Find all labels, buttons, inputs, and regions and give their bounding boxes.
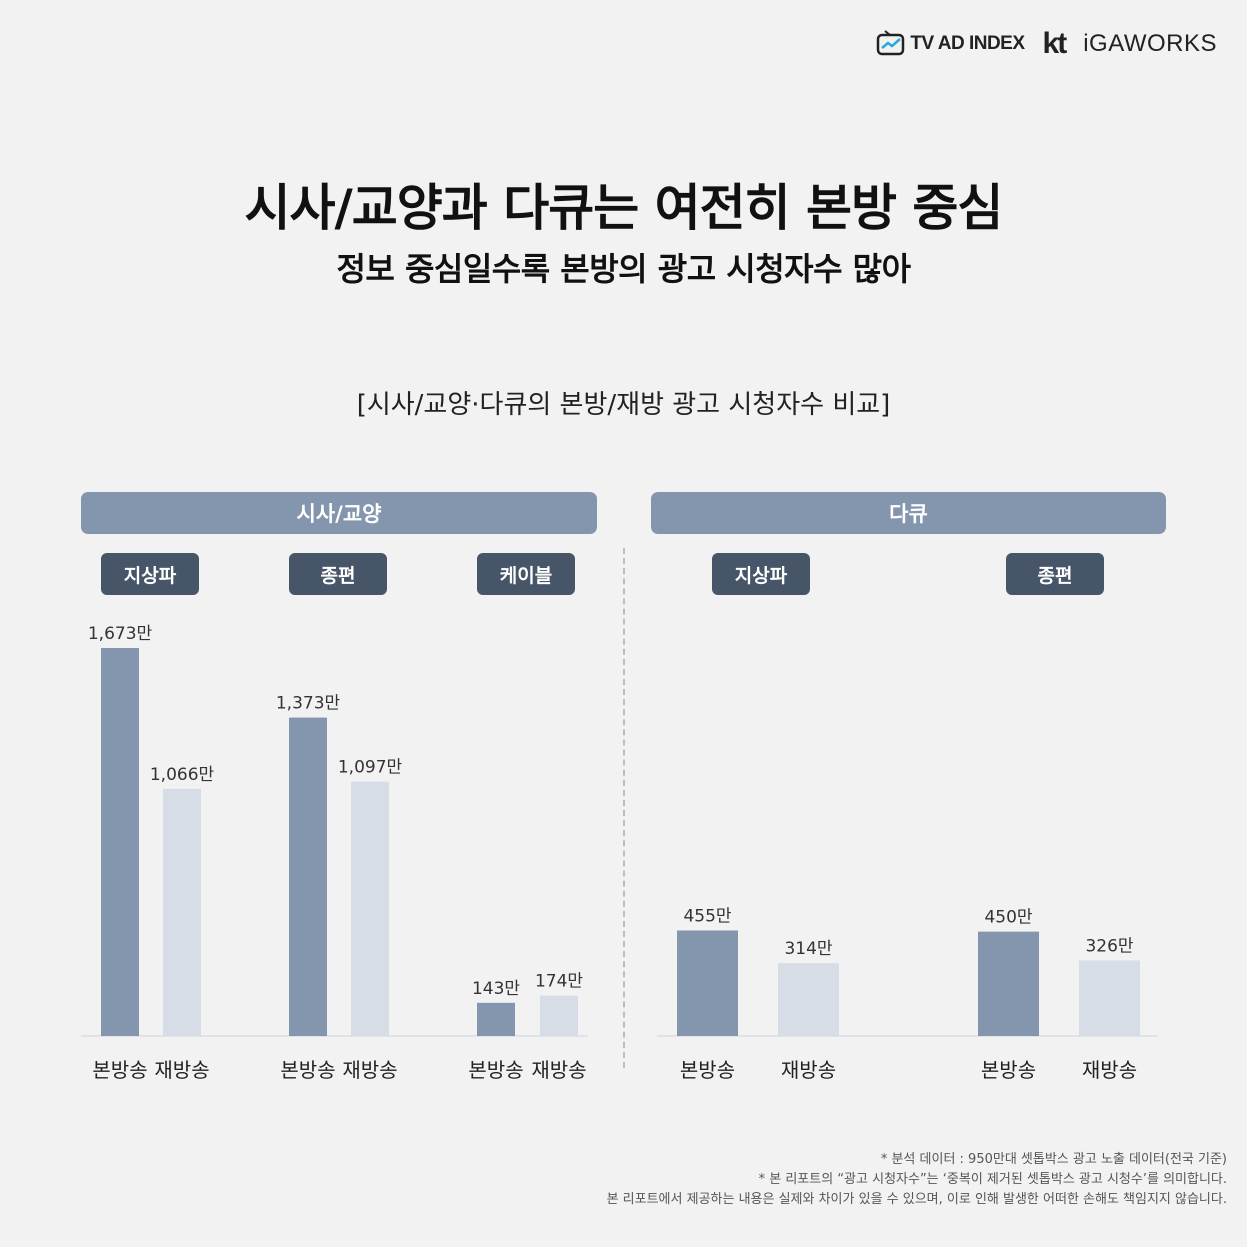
subgroup-pill-docu-comprehensive: 종편	[1006, 553, 1104, 595]
bar-1-0-live	[677, 930, 738, 1036]
bar-1-0-rerun	[778, 963, 839, 1036]
category-label-0-0-1: 재방송	[154, 1058, 209, 1082]
kt-logo: kt	[1042, 27, 1068, 61]
tv-ad-index-logo: TV AD INDEX	[876, 30, 1025, 58]
section-divider	[623, 548, 625, 1068]
bar-0-1-rerun	[351, 781, 389, 1036]
category-label-0-1-1: 재방송	[342, 1058, 397, 1082]
partner-logos: TV AD INDEX kt iGAWORKS	[876, 26, 1217, 62]
bar-0-0-rerun	[163, 788, 201, 1036]
bar-0-2-rerun	[540, 995, 578, 1036]
category-label-0-2-1: 재방송	[531, 1058, 586, 1082]
bar-0-0-live	[101, 648, 139, 1036]
tv-ad-index-text: TV AD INDEX	[910, 33, 1025, 54]
bar-1-1-live	[978, 931, 1039, 1036]
igaworks-text: iGAWORKS	[1083, 30, 1217, 57]
footnote-3: 본 리포트에서 제공하는 내용은 실제와 차이가 있을 수 있으며, 이로 인해…	[606, 1192, 1227, 1207]
data-label-1-1-0: 450만	[984, 908, 1032, 928]
kt-text: kt	[1042, 27, 1068, 60]
category-label-1-0-0: 본방송	[680, 1058, 735, 1082]
category-label-0-2-0: 본방송	[468, 1058, 523, 1082]
group-header-docu: 다큐	[651, 492, 1166, 534]
category-label-1-0-1: 재방송	[781, 1058, 836, 1082]
igaworks-logo: iGAWORKS	[1083, 30, 1217, 58]
subgroup-pill-sisa-comprehensive: 종편	[289, 553, 387, 595]
chart-title: [시사/교양·다큐의 본방/재방 광고 시청자수 비교]	[356, 390, 891, 420]
data-label-1-0-1: 314만	[784, 939, 832, 959]
data-label-0-1-1: 1,097만	[338, 758, 403, 778]
page-subtitle: 정보 중심일수록 본방의 광고 시청자수 많아	[336, 250, 911, 288]
subgroup-pill-sisa-terrestrial: 지상파	[101, 553, 199, 595]
subgroup-pill-docu-terrestrial: 지상파	[712, 553, 810, 595]
footnote-1: * 분석 데이터 : 950만대 셋톱박스 광고 노출 데이터(전국 기준)	[880, 1152, 1227, 1167]
data-label-0-0-1: 1,066만	[150, 765, 215, 785]
category-label-0-1-0: 본방송	[280, 1058, 335, 1082]
category-label-1-1-0: 본방송	[981, 1058, 1036, 1082]
page-title: 시사/교양과 다큐는 여전히 본방 중심	[244, 179, 1004, 237]
subgroup-pill-sisa-cable: 케이블	[477, 553, 575, 595]
data-label-0-2-0: 143만	[472, 979, 520, 999]
footnotes: * 분석 데이터 : 950만대 셋톱박스 광고 노출 데이터(전국 기준) *…	[607, 1150, 1227, 1210]
bar-0-1-live	[289, 717, 327, 1036]
data-label-1-0-0: 455만	[683, 906, 731, 926]
category-label-1-1-1: 재방송	[1082, 1058, 1137, 1082]
tv-icon	[877, 30, 905, 56]
bar-0-2-live	[477, 1002, 515, 1036]
category-label-0-0-0: 본방송	[92, 1058, 147, 1082]
group-header-sisa: 시사/교양	[81, 492, 597, 534]
data-label-0-0-0: 1,673만	[88, 624, 153, 644]
data-label-0-2-1: 174만	[535, 972, 583, 992]
bar-1-1-rerun	[1079, 960, 1140, 1036]
footnote-2: * 본 리포트의 “광고 시청자수”는 ‘중복이 제거된 셋톱박스 광고 시청수…	[758, 1172, 1227, 1187]
data-label-1-1-1: 326만	[1085, 936, 1133, 956]
data-label-0-1-0: 1,373만	[276, 694, 341, 714]
